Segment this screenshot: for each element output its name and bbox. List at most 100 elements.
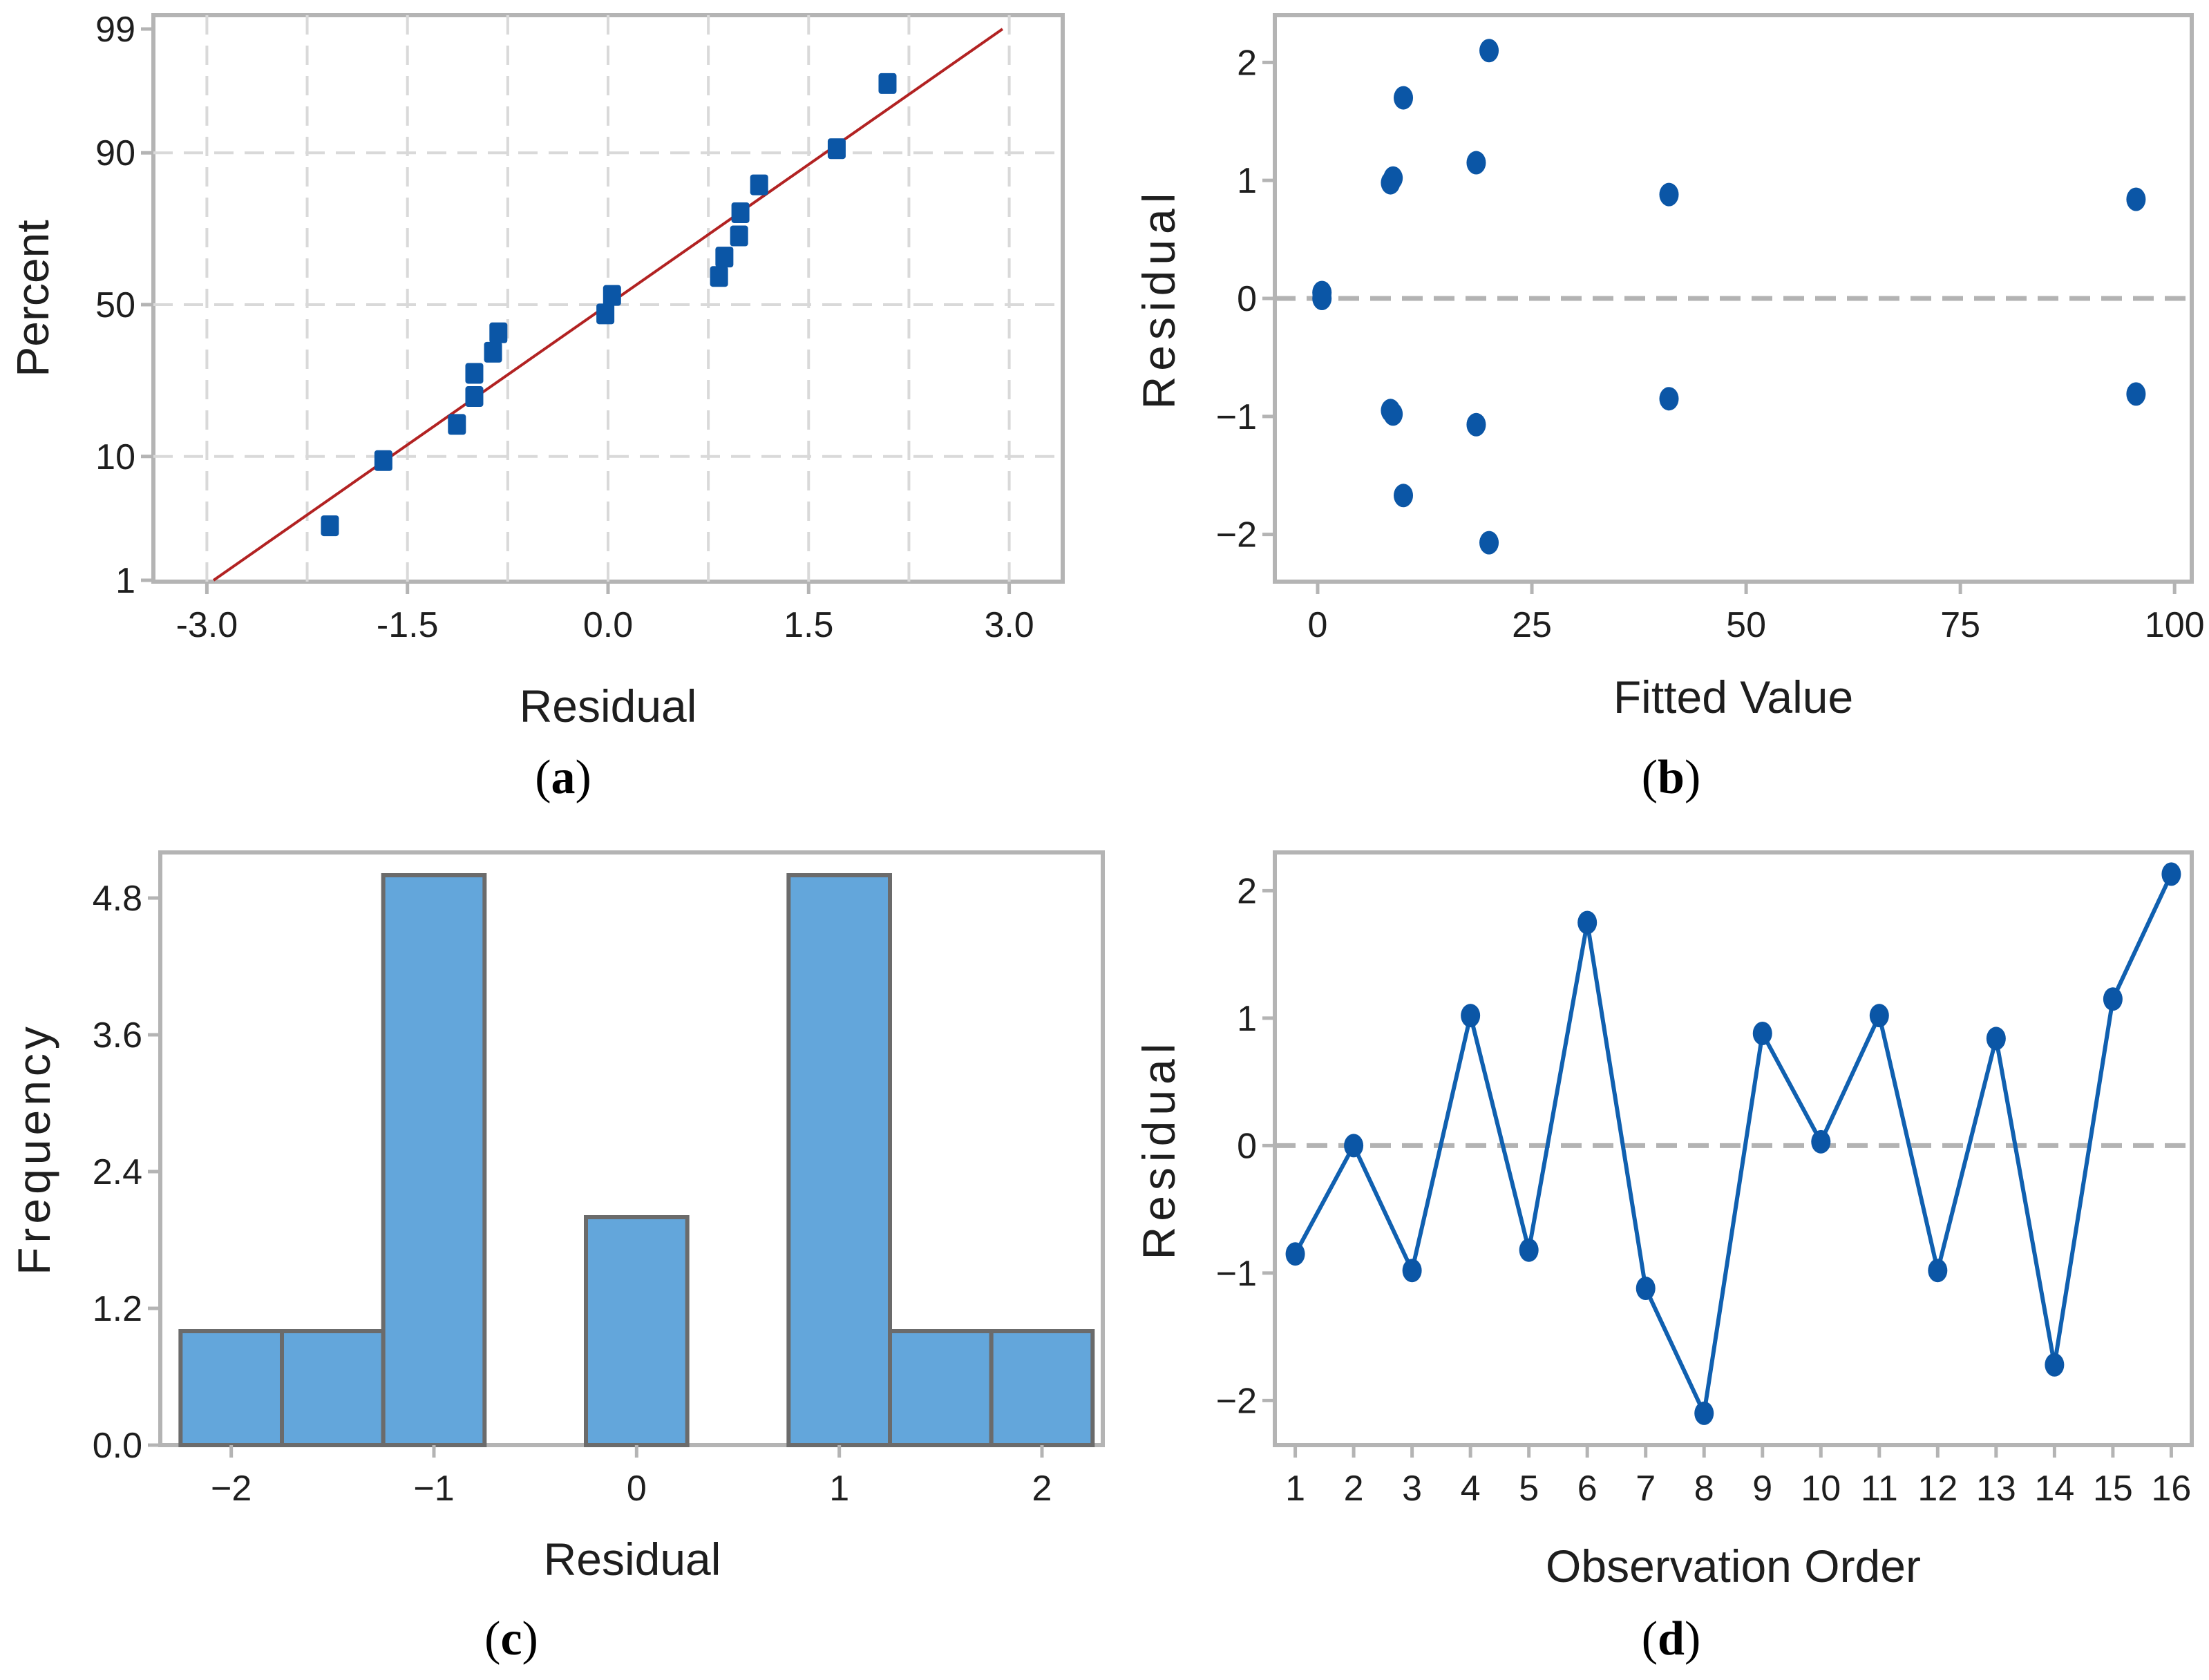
data-point xyxy=(1479,531,1499,555)
x-tick-label: 10 xyxy=(1801,1469,1841,1509)
histogram-bar xyxy=(888,1329,994,1447)
panel-b-residuals-vs-fits: −2 −1 0 1 2 0 25 50 75 100 Fitted Value Residual (b) xyxy=(1133,13,2205,804)
x-axis-label: Residual xyxy=(544,1534,721,1585)
y-tick-label: −2 xyxy=(1216,515,1257,555)
y-axis-label: Residual xyxy=(1133,1038,1184,1260)
y-tick-label: 99 xyxy=(95,10,135,50)
histogram-bar xyxy=(584,1215,690,1447)
data-point xyxy=(1811,1129,1831,1154)
y-tick-label: 0 xyxy=(1237,279,1257,319)
data-point xyxy=(321,515,339,537)
y-tick-label: 2.4 xyxy=(93,1152,142,1192)
panel-label-paren-close: ) xyxy=(1685,1612,1700,1665)
y-tick-label: 3.6 xyxy=(93,1015,142,1056)
x-tick-label: 3.0 xyxy=(984,605,1034,645)
panel-label: (a) xyxy=(535,751,591,804)
x-tick-label: 16 xyxy=(2151,1469,2191,1509)
panel-label-letter: a xyxy=(551,751,576,804)
data-point xyxy=(465,386,484,408)
x-tick-label: 0.0 xyxy=(583,605,633,645)
panel-label-paren-open: ( xyxy=(1642,1612,1658,1665)
x-tick-label: 0 xyxy=(1308,605,1328,645)
data-point xyxy=(1383,402,1403,426)
y-tick-label: 2 xyxy=(1237,871,1257,911)
data-point xyxy=(448,414,466,435)
x-tick-label: 7 xyxy=(1636,1469,1656,1509)
panel-label-paren-close: ) xyxy=(576,751,591,804)
y-tick-label: 0 xyxy=(1237,1126,1257,1166)
x-tick-label: 9 xyxy=(1752,1469,1772,1509)
x-axis-label: Fitted Value xyxy=(1613,671,1853,723)
x-tick-label: 14 xyxy=(2034,1469,2074,1509)
histogram-bar xyxy=(786,873,893,1447)
panel-label-letter: c xyxy=(500,1612,522,1665)
x-tick-label: 5 xyxy=(1519,1469,1539,1509)
panel-a-normal-probability-plot: 1 10 50 90 99 -3.0 -1.5 0.0 1.5 3.0 Residual Percen… xyxy=(7,10,1065,804)
x-tick-label: 8 xyxy=(1694,1469,1714,1509)
y-tick-label: 2 xyxy=(1237,43,1257,83)
data-point xyxy=(465,363,484,384)
data-point xyxy=(731,202,750,223)
data-point xyxy=(1312,287,1332,310)
y-tick-label: 50 xyxy=(95,285,135,325)
data-point xyxy=(715,247,734,268)
x-tick-label: −2 xyxy=(211,1469,252,1509)
y-tick-label: 90 xyxy=(95,133,135,173)
panel-label: (d) xyxy=(1642,1612,1701,1665)
data-point xyxy=(484,341,502,363)
x-tick-label: 1.5 xyxy=(784,605,833,645)
data-point xyxy=(1869,1004,1889,1028)
y-tick-label: −1 xyxy=(1216,1254,1257,1294)
panel-label-paren-open: ( xyxy=(484,1612,500,1665)
data-point xyxy=(1461,1004,1481,1028)
x-tick-label: 50 xyxy=(1726,605,1766,645)
plot-frame xyxy=(1273,850,2194,1447)
data-point xyxy=(1285,1242,1305,1266)
data-point xyxy=(374,450,392,471)
data-point xyxy=(2161,862,2181,886)
y-tick-label: 1 xyxy=(1237,161,1257,201)
y-axis-label: Residual xyxy=(1133,188,1184,410)
panel-label-paren-open: ( xyxy=(1642,751,1658,804)
panel-label-letter: d xyxy=(1658,1612,1685,1665)
y-tick-label: −2 xyxy=(1216,1381,1257,1421)
data-point xyxy=(1394,484,1414,508)
data-point xyxy=(730,225,748,247)
x-tick-label: 3 xyxy=(1402,1469,1422,1509)
data-point xyxy=(2045,1353,2065,1377)
y-tick-label: 0.0 xyxy=(93,1426,142,1466)
panel-label-paren-close: ) xyxy=(522,1612,538,1665)
data-point xyxy=(1577,910,1598,935)
data-point xyxy=(827,138,846,160)
x-tick-label: 2 xyxy=(1344,1469,1364,1509)
panel-label: (b) xyxy=(1642,751,1701,804)
x-tick-label: 12 xyxy=(1917,1469,1957,1509)
data-point xyxy=(2103,987,2123,1011)
panel-label-paren-close: ) xyxy=(1685,751,1700,804)
x-tick-label: 6 xyxy=(1577,1469,1598,1509)
data-point xyxy=(1928,1259,1948,1283)
y-tick-label: 1 xyxy=(1237,999,1257,1039)
data-point xyxy=(603,285,621,306)
x-tick-label: 25 xyxy=(1512,605,1552,645)
panel-label-letter: b xyxy=(1658,751,1685,804)
data-point xyxy=(489,322,508,343)
data-point xyxy=(596,303,615,325)
data-point xyxy=(1394,86,1414,110)
y-axis-label: Frequency xyxy=(8,1022,59,1275)
data-point xyxy=(1402,1259,1422,1283)
x-tick-label: -1.5 xyxy=(377,605,439,645)
data-point xyxy=(1479,39,1499,63)
x-tick-label: 11 xyxy=(1861,1469,1898,1509)
data-point xyxy=(1344,1134,1364,1158)
x-tick-label: 0 xyxy=(627,1469,647,1509)
x-tick-label: 4 xyxy=(1461,1469,1481,1509)
data-point xyxy=(1519,1238,1539,1262)
panel-label: (c) xyxy=(484,1612,538,1665)
histogram-bar xyxy=(178,1329,285,1447)
y-tick-label: −1 xyxy=(1216,397,1257,437)
y-tick-label: 1.2 xyxy=(93,1289,142,1329)
x-tick-label: −1 xyxy=(413,1469,454,1509)
data-point xyxy=(1986,1027,2006,1051)
